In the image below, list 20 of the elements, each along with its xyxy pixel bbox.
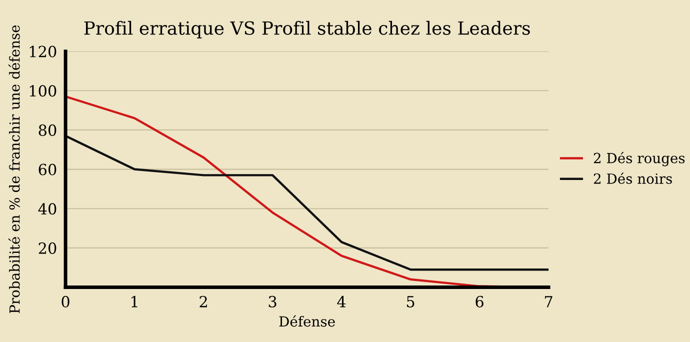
y-tick-label: 80	[38, 124, 56, 136]
y-axis-title: Probabilité en % de franchir une défense	[8, 25, 20, 314]
y-tick-label: 100	[30, 85, 56, 97]
x-tick-label: 7	[544, 296, 552, 308]
x-tick-label: 4	[337, 296, 346, 308]
x-tick-label: 1	[132, 296, 138, 308]
x-tick-label: 3	[268, 296, 276, 308]
y-tick-label: 20	[38, 242, 56, 254]
x-tick-label: 6	[476, 296, 484, 308]
y-tick-label: 60	[38, 164, 56, 176]
x-axis-title: Défense	[279, 315, 335, 327]
legend-label: 2 Dés rouges	[594, 152, 685, 166]
legend-label: 2 Dés noirs	[594, 172, 672, 184]
x-tick-label: 2	[200, 296, 207, 308]
x-tick-label: 5	[406, 296, 414, 308]
chart-title: Profil erratique VS Profil stable chez les Leaders	[84, 20, 530, 38]
x-tick-label: 0	[62, 296, 70, 308]
y-tick-label: 40	[38, 203, 56, 215]
y-tick-label: 120	[30, 46, 56, 58]
line-series	[66, 134, 549, 271]
